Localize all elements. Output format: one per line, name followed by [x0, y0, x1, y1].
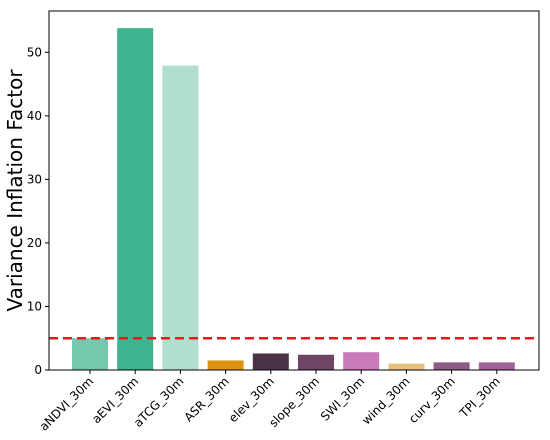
bar-curv_30m [433, 362, 470, 370]
plot-frame [48, 10, 540, 371]
bar-aEVI_30m [117, 28, 154, 370]
y-tick-label: 0 [34, 363, 42, 377]
bar-elev_30m [252, 353, 289, 370]
x-tick-label: curv_30m [406, 374, 458, 426]
bar-slope_30m [298, 354, 334, 370]
x-tick-label: wind_30m [359, 374, 412, 427]
y-tick-label: 50 [27, 45, 42, 59]
bar-SWI_30m [343, 352, 380, 370]
y-axis-label: Variance Inflation Factor [3, 69, 27, 312]
bars-layer [72, 28, 515, 370]
x-tick-label: ASR_30m [181, 374, 231, 424]
bar-wind_30m [388, 363, 425, 370]
y-tick-label: 40 [27, 109, 42, 123]
y-tick-label: 20 [27, 236, 42, 250]
bar-aTCG_30m [162, 65, 199, 370]
x-tick-label: aNDVI_30m [37, 374, 96, 433]
bar-aNDVI_30m [72, 338, 108, 370]
y-tick-label: 30 [27, 172, 42, 186]
y-axis: 0 10 20 30 40 50 [27, 45, 49, 377]
x-axis: aNDVI_30maEVI_30maTCG_30mASR_30melev_30m… [37, 370, 503, 434]
y-tick-label: 10 [27, 299, 42, 313]
x-tick-label: TPI_30m [456, 374, 503, 421]
bar-TPI_30m [478, 362, 515, 370]
bar-ASR_30m [207, 360, 244, 370]
